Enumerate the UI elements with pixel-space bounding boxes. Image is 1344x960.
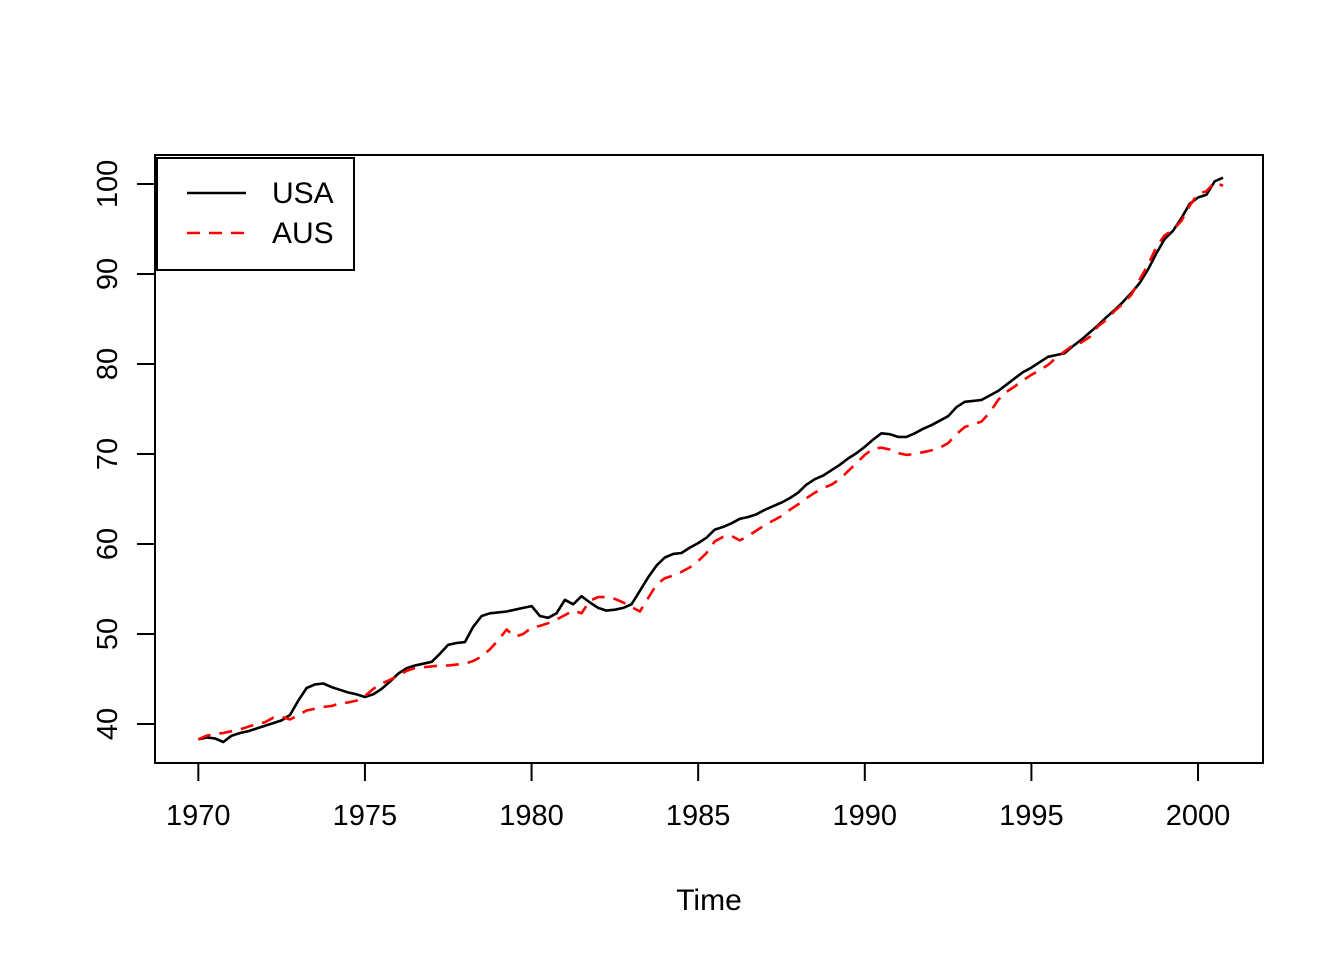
y-tick-label: 50 [92,618,124,650]
y-tick-label: 100 [92,160,124,208]
aus-series-line [197,180,1224,741]
y-axis: 40 50 60 70 80 90 100 [92,160,155,740]
x-tick-label: 1980 [499,800,564,832]
x-axis-title: Time [676,884,742,917]
x-tick-label: 1975 [333,800,398,832]
x-tick-label: 1995 [999,800,1064,832]
y-tick-label: 80 [92,348,124,380]
y-tick-label: 40 [92,708,124,740]
legend-border [156,157,355,271]
plot-border [154,154,1264,764]
y-tick-label: 70 [92,438,124,470]
x-tick-label: 1970 [166,800,231,832]
legend-aus-label: AUS [272,217,334,250]
x-tick-label: 2000 [1166,800,1231,832]
y-tick-label: 90 [92,258,124,290]
x-tick-label: 1990 [833,800,898,832]
usa-series-line [198,176,1224,744]
legend-box: USA AUS [156,157,355,271]
series-group [197,176,1224,744]
legend-usa-label: USA [272,177,334,210]
y-tick-label: 60 [92,528,124,560]
x-axis: 1970 1975 1980 1985 1990 1995 2000 [166,763,1230,832]
x-tick-label: 1985 [666,800,731,832]
